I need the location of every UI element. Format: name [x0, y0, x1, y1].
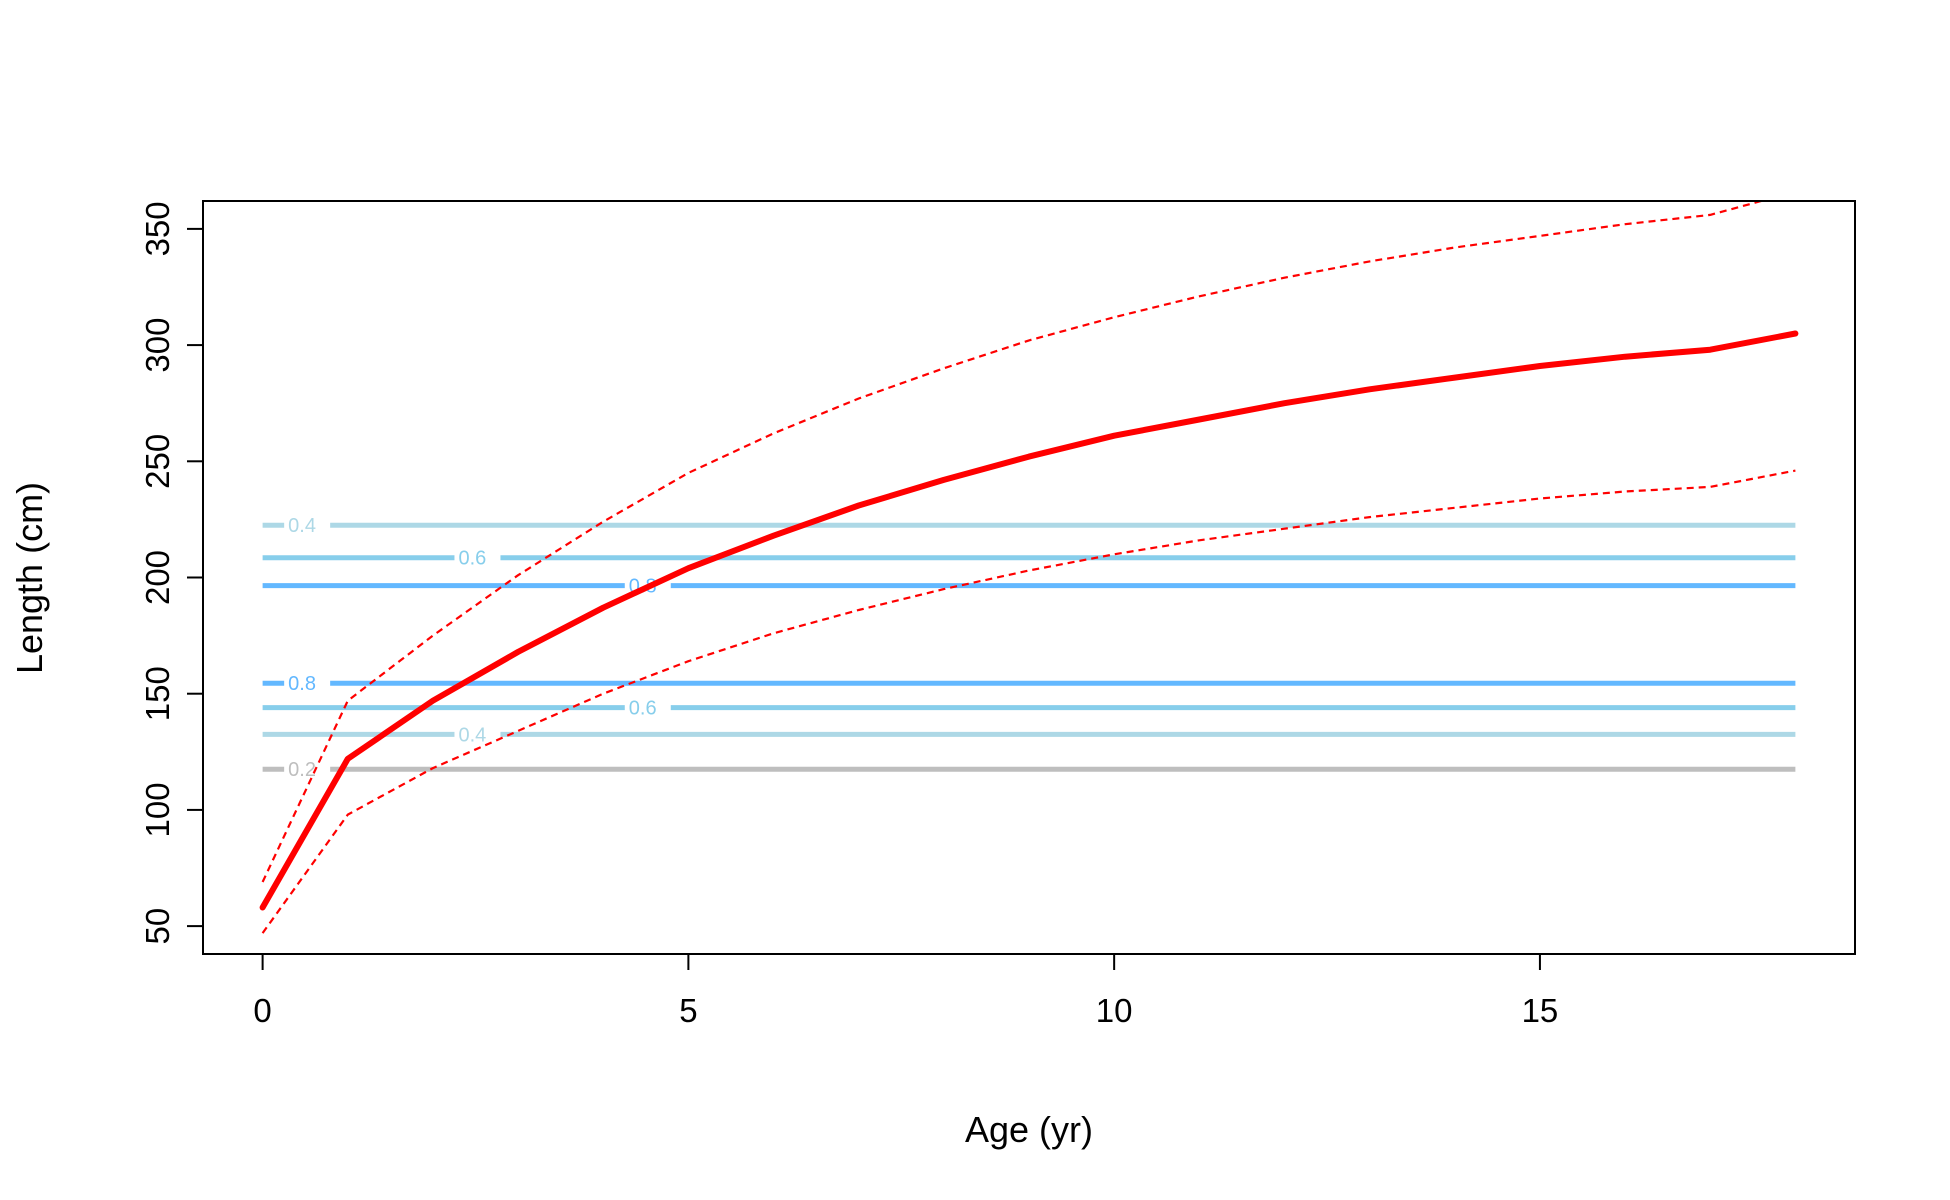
- y-tick-label: 250: [139, 434, 176, 489]
- x-axis-title: Age (yr): [965, 1109, 1093, 1150]
- series-upper-line: [261, 201, 1766, 883]
- contour-label-5: 0.4: [458, 724, 486, 746]
- x-tick-label: 10: [1096, 992, 1133, 1029]
- contour-label-3: 0.8: [288, 673, 316, 695]
- series-layer: [259, 201, 1799, 934]
- y-tick-label: 300: [139, 318, 176, 373]
- y-axis: 50 100 150 200 250 300 350: [139, 201, 204, 945]
- contour-label-0: 0.4: [288, 515, 316, 537]
- contour-label-1: 0.6: [458, 548, 486, 570]
- y-tick-label: 150: [139, 666, 176, 721]
- x-tick-label: 0: [253, 992, 271, 1029]
- series-mean-line: [259, 330, 1799, 911]
- contour-label-4: 0.6: [629, 698, 657, 720]
- y-tick-label: 200: [139, 550, 176, 605]
- y-axis-title: Length (cm): [9, 482, 50, 674]
- x-axis: 0 5 10 15: [253, 953, 1559, 1029]
- contour-label-6: 0.2: [288, 759, 316, 781]
- y-tick-label: 50: [139, 908, 176, 945]
- x-tick-label: 5: [679, 992, 697, 1029]
- x-tick-label: 15: [1522, 992, 1559, 1029]
- contour-layer: 0.40.60.80.80.60.40.2: [262, 515, 1796, 781]
- y-tick-label: 350: [139, 201, 176, 256]
- y-tick-label: 100: [139, 782, 176, 837]
